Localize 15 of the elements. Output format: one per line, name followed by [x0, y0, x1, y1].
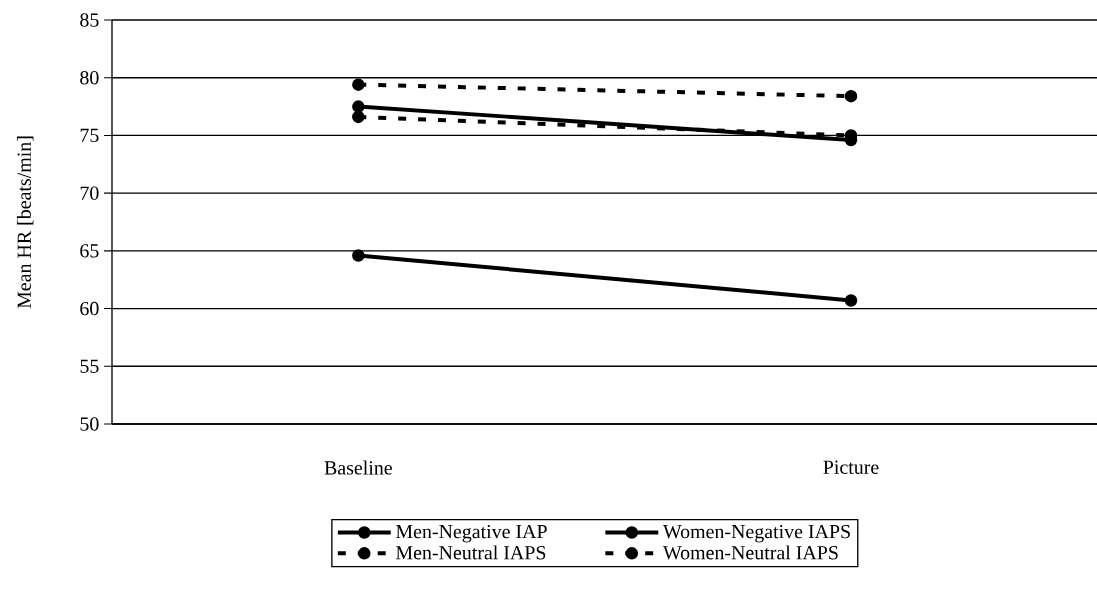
y-tick-label: 80 — [80, 70, 99, 85]
y-tick-label: 75 — [80, 128, 99, 143]
y-tick-label: 85 — [80, 13, 99, 27]
x-tick-label: Baseline — [324, 460, 392, 475]
x-tick-label: Picture — [823, 460, 879, 474]
y-tick-label: 60 — [80, 301, 99, 316]
legend-label: Men-Negative IAP — [396, 524, 547, 543]
y-tick-label: 55 — [80, 359, 99, 373]
y-tick-label: 70 — [80, 186, 99, 200]
legend-label: Women-Negative IAPS — [662, 524, 850, 543]
y-tick-label: 50 — [80, 417, 99, 431]
y-tick-label: 65 — [80, 244, 99, 258]
y-axis-title: Mean HR [beats/min] — [16, 136, 34, 309]
legend-label: Women-Neutral IAPS — [662, 545, 838, 560]
legend-label: Men-Neutral IAPS — [396, 545, 546, 560]
